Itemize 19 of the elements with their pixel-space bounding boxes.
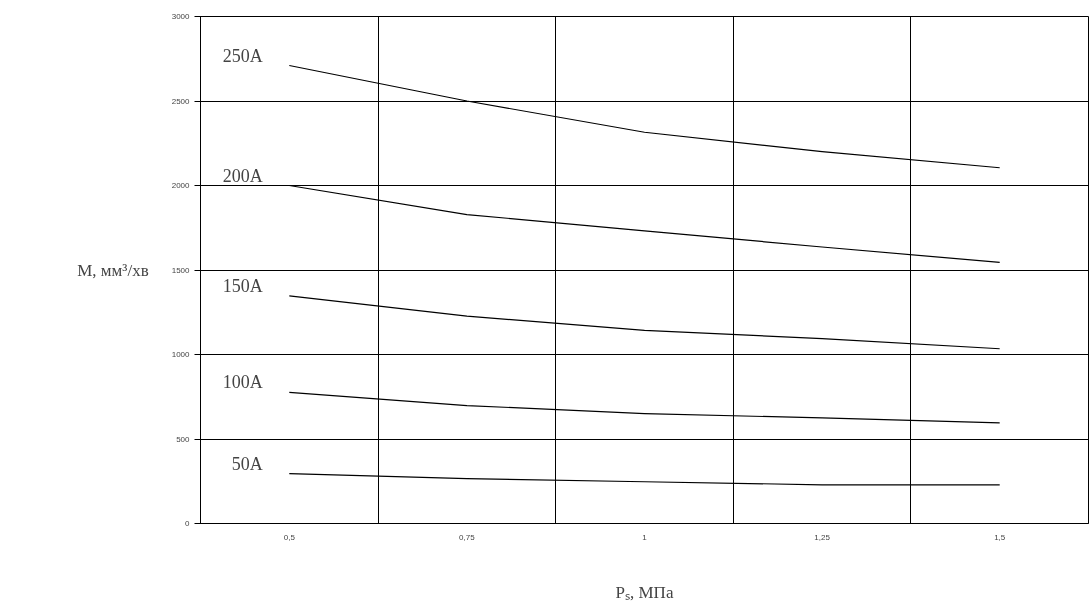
y-tick-label: 1500	[171, 265, 191, 275]
series-label: 150A	[222, 275, 263, 296]
x-tick-label: 1	[642, 532, 648, 542]
series-label: 50A	[231, 453, 263, 474]
x-tick-label: 0,75	[459, 532, 476, 542]
series-label: 100A	[222, 372, 263, 393]
y-tick-label: 500	[176, 434, 191, 444]
y-axis-title: M, мм³/хв	[77, 260, 149, 280]
series-label: 250A	[222, 45, 263, 66]
y-tick-label: 2500	[171, 96, 191, 106]
x-tick-label: 1,25	[814, 532, 831, 542]
y-tick-label: 1000	[171, 350, 191, 359]
x-tick-label: 0,5	[283, 532, 296, 542]
x-tick-label: 1,5	[994, 532, 1006, 542]
x-axis-title: Pₛ, МПа	[615, 582, 674, 602]
y-tick-label: 2000	[171, 181, 191, 190]
legend-label: 200A	[222, 165, 263, 186]
y-tick-label: 3000	[171, 12, 191, 21]
y-tick-label: 0	[185, 519, 191, 528]
